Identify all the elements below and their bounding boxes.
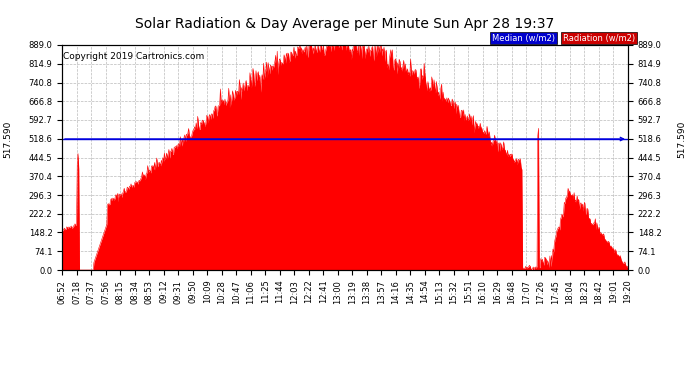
Text: Radiation (w/m2): Radiation (w/m2) [563,34,635,43]
Text: 517.590: 517.590 [678,120,687,158]
Text: Solar Radiation & Day Average per Minute Sun Apr 28 19:37: Solar Radiation & Day Average per Minute… [135,17,555,31]
Text: Median (w/m2): Median (w/m2) [492,34,555,43]
Text: 517.590: 517.590 [3,120,12,158]
Text: Copyright 2019 Cartronics.com: Copyright 2019 Cartronics.com [63,52,204,61]
